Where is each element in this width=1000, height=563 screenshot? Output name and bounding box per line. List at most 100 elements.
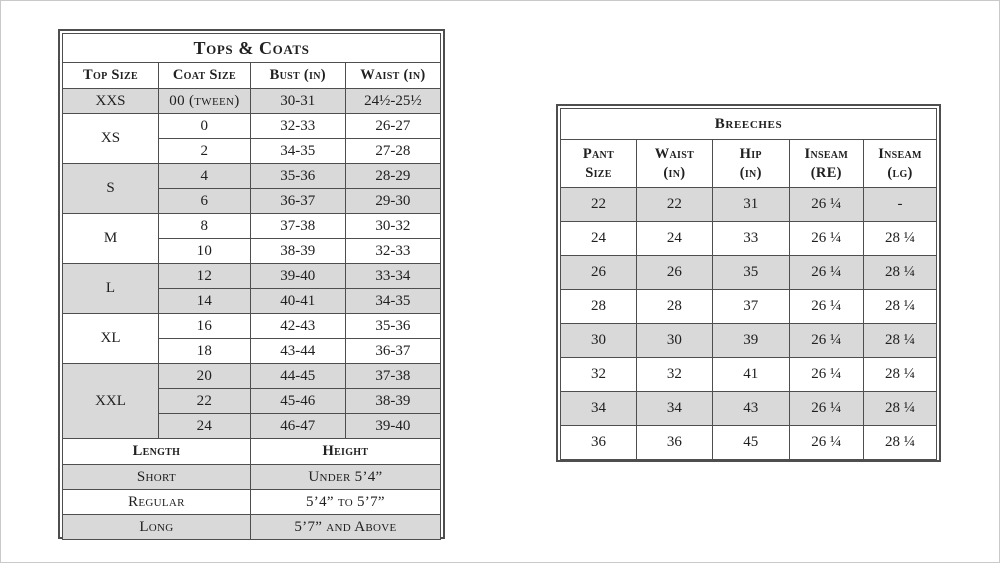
tops-coats-row: XL 16 42-43 35-36 [62, 313, 442, 364]
coat-size-cell: 22 [158, 388, 251, 414]
tops-coats-table-frame: Tops & Coats Top Size Coat Size Bust (in… [58, 29, 445, 540]
breeches-waist-cell: 24 [635, 221, 713, 256]
top-size-cell: XS [62, 113, 159, 164]
breeches-row: 30 30 39 26 ¼ 28 ¼ [560, 323, 937, 358]
length-header-row: Length Height [62, 438, 442, 465]
breeches-table-frame: Breeches Pant Size Waist (in) Hip (in) [556, 104, 941, 462]
bust-cell: 46-47 [249, 413, 346, 439]
hip-cell: 45 [711, 425, 790, 460]
length-header: Length [62, 438, 251, 465]
tops-coats-row: XXS 00 (tween) 30-31 24½-25½ [62, 88, 442, 114]
tops-coats-row: L 12 39-40 33-34 [62, 263, 442, 314]
breeches-title: Breeches [560, 108, 937, 140]
inseam-re-cell: 26 ¼ [788, 187, 865, 222]
bust-header: Bust (in) [249, 62, 346, 89]
inseam-re-cell: 26 ¼ [788, 221, 865, 256]
top-size-cell: XXS [62, 88, 159, 114]
inseam-lg-cell: 28 ¼ [863, 221, 937, 256]
breeches-body: Breeches Pant Size Waist (in) Hip (in) [560, 108, 937, 460]
waist-cell: 24½-25½ [344, 88, 442, 114]
breeches-waist-cell: 30 [635, 323, 713, 358]
coat-size-header: Coat Size [158, 62, 251, 89]
inseam-lg-cell: 28 ¼ [863, 357, 937, 392]
length-cell: Regular [62, 489, 251, 515]
coat-size-cell: 4 [158, 163, 251, 189]
bust-cell: 32-33 [249, 113, 346, 139]
pant-size-cell: 32 [560, 357, 637, 392]
hip-cell: 31 [711, 187, 790, 222]
breeches-waist-cell: 34 [635, 391, 713, 426]
pant-size-header: Pant Size [560, 139, 637, 188]
pant-size-cell: 22 [560, 187, 637, 222]
breeches-waist-cell: 36 [635, 425, 713, 460]
hip-cell: 39 [711, 323, 790, 358]
bust-cell: 40-41 [249, 288, 346, 314]
tops-coats-header-row: Top Size Coat Size Bust (in) Waist (in) [62, 62, 442, 89]
length-cell: Short [62, 464, 251, 490]
waist-cell: 37-38 [344, 363, 442, 389]
waist-cell: 34-35 [344, 288, 442, 314]
inseam-re-cell: 26 ¼ [788, 357, 865, 392]
pant-size-cell: 28 [560, 289, 637, 324]
coat-size-cell: 14 [158, 288, 251, 314]
waist-cell: 33-34 [344, 263, 442, 289]
tops-coats-row: 10 38-39 32-33 [63, 238, 442, 264]
bust-cell: 37-38 [249, 213, 346, 239]
coat-size-cell: 8 [158, 213, 251, 239]
waist-cell: 38-39 [344, 388, 442, 414]
coat-size-cell: 10 [158, 238, 251, 264]
hip-cell: 37 [711, 289, 790, 324]
pant-size-cell: 34 [560, 391, 637, 426]
bust-cell: 45-46 [249, 388, 346, 414]
inseam-re-cell: 26 ¼ [788, 255, 865, 290]
tops-coats-row: 24 46-47 39-40 [63, 413, 442, 439]
pant-size-cell: 24 [560, 221, 637, 256]
tops-coats-row: 14 40-41 34-35 [63, 288, 442, 314]
height-cell: 5’4” to 5’7” [249, 489, 442, 515]
waist-cell: 26-27 [344, 113, 442, 139]
breeches-row: 34 34 43 26 ¼ 28 ¼ [560, 391, 937, 426]
coat-size-cell: 12 [158, 263, 251, 289]
length-row: Short Under 5’4” [62, 464, 442, 490]
waist-in-header: Waist (in) [635, 139, 713, 188]
length-cell: Long [62, 514, 251, 540]
inseam-lg-header: Inseam (lg) [863, 139, 937, 188]
bust-cell: 30-31 [249, 88, 346, 114]
waist-cell: 36-37 [344, 338, 442, 364]
breeches-waist-cell: 26 [635, 255, 713, 290]
tops-coats-row: XS 0 32-33 26-27 [62, 113, 442, 164]
coat-size-cell: 2 [158, 138, 251, 164]
coat-size-cell: 00 (tween) [158, 88, 251, 114]
waist-cell: 32-33 [344, 238, 442, 264]
breeches-table: Breeches Pant Size Waist (in) Hip (in) [560, 108, 937, 460]
tops-coats-title: Tops & Coats [62, 33, 441, 63]
inseam-re-cell: 26 ¼ [788, 289, 865, 324]
waist-cell: 28-29 [344, 163, 442, 189]
top-size-cell: XXL [62, 363, 159, 439]
waist-header: Waist (in) [344, 62, 442, 89]
tops-coats-row: XXL 20 44-45 37-38 [62, 363, 442, 439]
bust-cell: 42-43 [249, 313, 346, 339]
breeches-header-row: Pant Size Waist (in) Hip (in) Inseam (RE… [560, 139, 937, 188]
inseam-lg-cell: 28 ¼ [863, 425, 937, 460]
coat-size-cell: 20 [158, 363, 251, 389]
waist-cell: 39-40 [344, 413, 442, 439]
breeches-waist-cell: 32 [635, 357, 713, 392]
coat-size-cell: 24 [158, 413, 251, 439]
bust-cell: 35-36 [249, 163, 346, 189]
waist-cell: 27-28 [344, 138, 442, 164]
breeches-row: 32 32 41 26 ¼ 28 ¼ [560, 357, 937, 392]
coat-size-cell: 6 [158, 188, 251, 214]
waist-cell: 35-36 [344, 313, 442, 339]
waist-cell: 30-32 [344, 213, 442, 239]
tops-coats-title-row: Tops & Coats [62, 33, 441, 63]
tops-coats-row: 6 36-37 29-30 [63, 188, 442, 214]
tops-coats-row: M 8 37-38 30-32 [62, 213, 442, 264]
bust-cell: 44-45 [249, 363, 346, 389]
tops-coats-row: 22 45-46 38-39 [63, 388, 442, 414]
breeches-row: 28 28 37 26 ¼ 28 ¼ [560, 289, 937, 324]
tops-coats-row: 18 43-44 36-37 [63, 338, 442, 364]
bust-cell: 39-40 [249, 263, 346, 289]
tops-coats-table: Tops & Coats Top Size Coat Size Bust (in… [62, 33, 442, 540]
